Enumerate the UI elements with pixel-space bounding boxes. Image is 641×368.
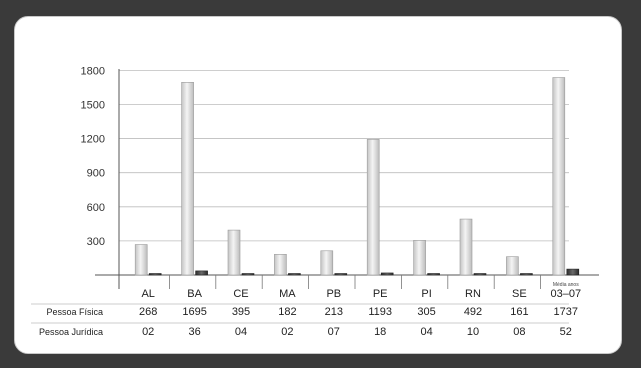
bar-pessoa-fisica-3 (274, 254, 287, 276)
table-cell-0-6: 305 (417, 306, 435, 318)
category-label-8: SE (512, 288, 527, 300)
bar-pessoa-fisica-7 (459, 218, 473, 276)
table-cell-1-7: 10 (467, 326, 479, 338)
category-label-0: AL (141, 288, 154, 300)
bar-pessoa-fisica-8 (506, 256, 519, 276)
bar-pessoa-fisica-4 (320, 250, 334, 276)
bar-pessoa-juridica-6 (427, 273, 440, 276)
bar-pessoa-juridica-4 (334, 273, 348, 276)
bar-pessoa-juridica-0 (148, 273, 162, 276)
chart-card: 300 600 900 1200 1500 1800 AL BA CE MA PB PE PI RN SE… (14, 16, 622, 354)
data-table: Pessoa Física 268 1695 395 182 213 1193 305 492 1… (31, 303, 578, 338)
table-row-label-1: Pessoa Jurídica (39, 327, 103, 337)
bar-pessoa-juridica-3 (288, 273, 301, 276)
table-cell-1-4: 07 (328, 326, 340, 338)
bar-pessoa-fisica-5 (366, 139, 380, 276)
bar-pessoa-juridica-7 (473, 273, 487, 276)
table-cell-0-2: 395 (232, 306, 250, 318)
table-cell-1-0: 02 (142, 326, 154, 338)
bar-pessoa-juridica-5 (380, 272, 394, 276)
table-cell-0-8: 161 (510, 306, 528, 318)
bars (134, 77, 580, 276)
table-cell-1-6: 04 (420, 326, 432, 338)
category-label-4: PB (326, 288, 341, 300)
bar-pessoa-fisica-1 (181, 82, 194, 276)
category-note-9: Média anos (553, 282, 579, 288)
gridlines (95, 69, 599, 289)
table-row-label-0: Pessoa Física (46, 307, 103, 317)
category-label-3: MA (279, 288, 296, 300)
bar-pessoa-juridica-8 (520, 273, 533, 276)
y-tick-label-900: 900 (87, 168, 105, 180)
y-tick-label-600: 600 (87, 202, 105, 214)
table-cell-0-4: 213 (325, 306, 343, 318)
category-label-2: CE (233, 288, 248, 300)
table-cell-0-9: 1737 (554, 306, 578, 318)
table-cell-0-1: 1695 (182, 306, 206, 318)
table-cell-1-1: 36 (188, 326, 200, 338)
bar-pessoa-fisica-2 (227, 229, 241, 276)
table-cell-0-3: 182 (278, 306, 296, 318)
bar-pessoa-juridica-1 (195, 270, 208, 276)
table-cell-1-8: 08 (513, 326, 525, 338)
y-tick-label-300: 300 (87, 236, 105, 248)
table-cell-1-9: 52 (560, 326, 572, 338)
bar-pessoa-fisica-0 (134, 244, 148, 276)
category-label-7: RN (465, 288, 481, 300)
y-axis-ticks: 300 600 900 1200 1500 1800 (81, 65, 105, 248)
category-label-5: PE (373, 288, 388, 300)
y-tick-label-1200: 1200 (81, 134, 105, 146)
bar-pessoa-fisica-6 (413, 240, 426, 276)
y-tick-label-1500: 1500 (81, 99, 105, 111)
bar-pessoa-fisica-9 (552, 77, 566, 276)
table-cell-1-3: 02 (281, 326, 293, 338)
category-label-9: 03–07 (551, 288, 582, 300)
table-cell-0-7: 492 (464, 306, 482, 318)
bar-pessoa-juridica-9 (566, 268, 580, 276)
category-label-6: PI (421, 288, 431, 300)
category-label-1: BA (187, 288, 202, 300)
bar-pessoa-juridica-2 (241, 273, 255, 276)
table-cell-0-0: 268 (139, 306, 157, 318)
y-tick-label-1800: 1800 (81, 65, 105, 77)
table-cell-0-5: 1193 (368, 306, 392, 318)
table-cell-1-2: 04 (235, 326, 247, 338)
bar-chart: 300 600 900 1200 1500 1800 AL BA CE MA PB PE PI RN SE… (31, 65, 599, 338)
table-cell-1-5: 18 (374, 326, 386, 338)
